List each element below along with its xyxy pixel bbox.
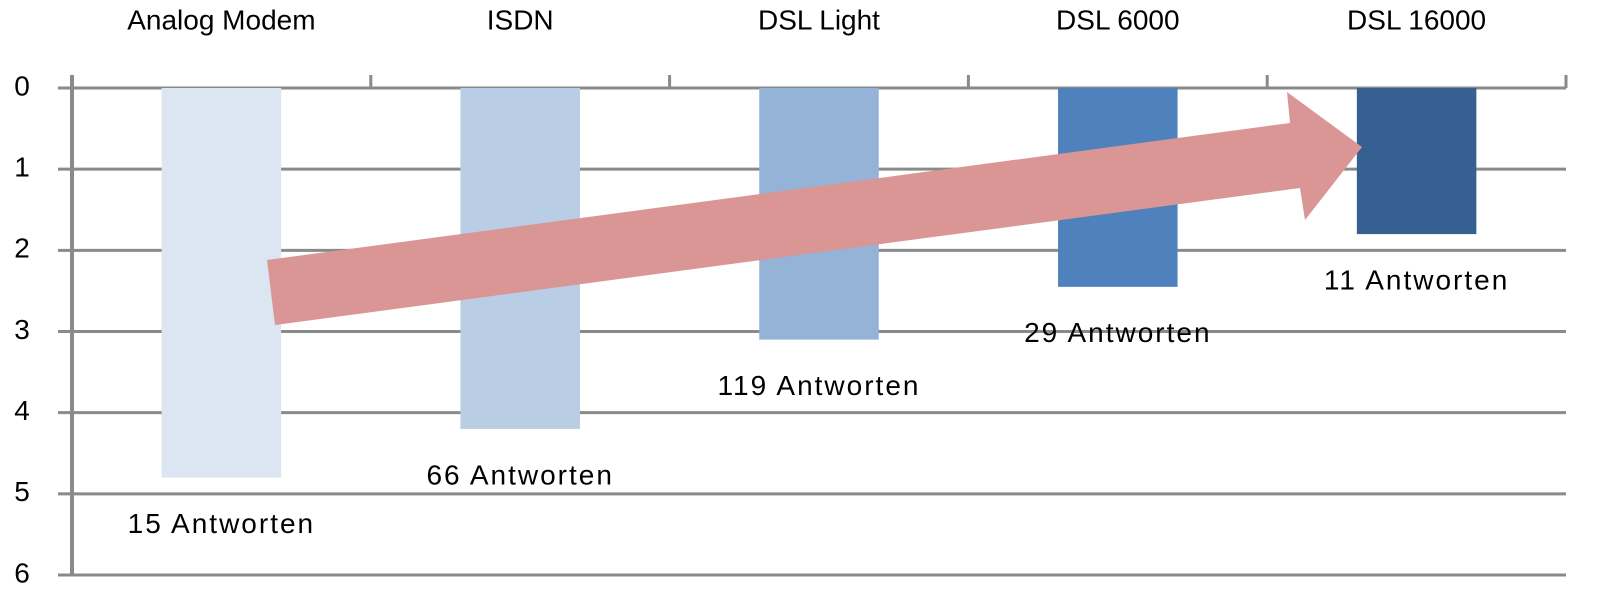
bar-annotation: 119 Antworten [718, 370, 921, 401]
x-tick-label: DSL 16000 [1347, 4, 1486, 35]
y-tick-label: 2 [14, 233, 30, 264]
x-tick-label: ISDN [487, 4, 554, 35]
x-tick-label: Analog Modem [127, 4, 315, 35]
bar [161, 88, 282, 478]
bar-annotation: 15 Antworten [128, 508, 315, 539]
bar-annotation: 11 Antworten [1324, 264, 1509, 295]
y-tick-label: 0 [14, 70, 30, 101]
y-tick-label: 6 [14, 557, 30, 588]
x-tick-label: DSL 6000 [1056, 4, 1180, 35]
x-tick-label: DSL Light [758, 4, 880, 35]
trend-arrow [267, 92, 1362, 325]
y-tick-label: 3 [14, 314, 30, 345]
bar-annotation: 66 Antworten [426, 459, 613, 490]
bar [1356, 88, 1477, 235]
y-tick-label: 5 [14, 476, 30, 507]
bar-annotation: 29 Antworten [1024, 317, 1211, 348]
y-tick-label: 4 [14, 395, 30, 426]
y-tick-label: 1 [14, 152, 30, 183]
